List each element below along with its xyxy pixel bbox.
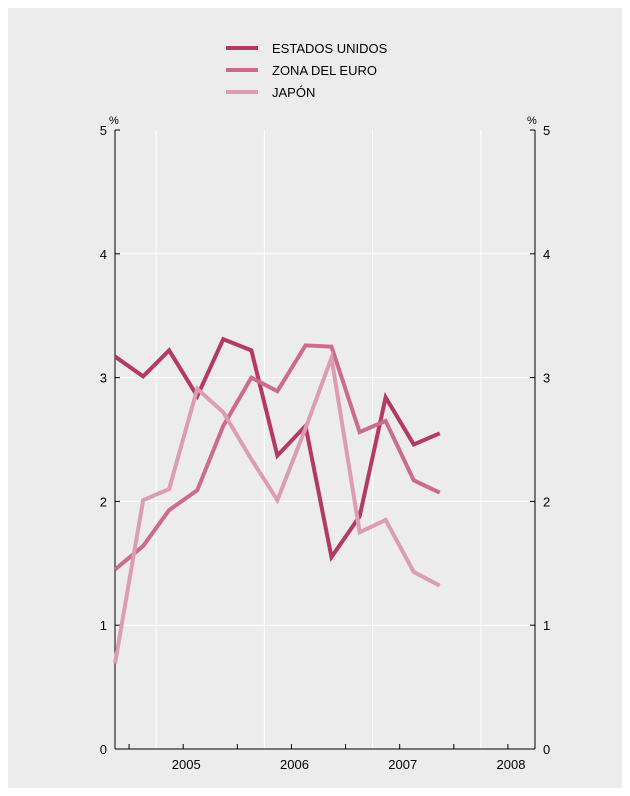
y-tick-label-left-1: 1 [100, 618, 107, 633]
legend-label-0: ESTADOS UNIDOS [272, 41, 388, 56]
x-tick-label-0: 2005 [172, 757, 201, 772]
y-tick-label-left-2: 2 [100, 494, 107, 509]
y-tick-label-left-0: 0 [100, 742, 107, 757]
legend: ESTADOS UNIDOS ZONA DEL EURO JAPÓN [226, 41, 388, 100]
x-tick-label-2: 2007 [388, 757, 417, 772]
y-tick-label-right-5: 5 [543, 123, 550, 138]
x-tick-label-3: 2008 [497, 757, 526, 772]
series-lines [113, 336, 441, 664]
y-unit-left: % [109, 115, 119, 127]
y-tick-label-left-4: 4 [100, 247, 107, 262]
legend-label-2: JAPÓN [272, 85, 315, 100]
y-tick-label-right-4: 4 [543, 247, 550, 262]
series-line-1 [113, 343, 441, 572]
series-line-2 [113, 349, 441, 664]
legend-label-1: ZONA DEL EURO [272, 63, 377, 78]
y-tick-label-right-1: 1 [543, 618, 550, 633]
series-line-0 [113, 336, 441, 563]
y-tick-label-left-5: 5 [100, 123, 107, 138]
grid [115, 130, 535, 749]
y-tick-label-right-2: 2 [543, 494, 550, 509]
y-tick-label-right-3: 3 [543, 371, 550, 386]
y-tick-label-right-0: 0 [543, 742, 550, 757]
axes: 0 0 1 1 2 2 3 3 4 4 5 5% % 2005 2006 2007 2008 [100, 115, 550, 772]
x-tick-label-1: 2006 [280, 757, 309, 772]
y-tick-label-left-3: 3 [100, 371, 107, 386]
y-unit-right: % [527, 115, 537, 127]
